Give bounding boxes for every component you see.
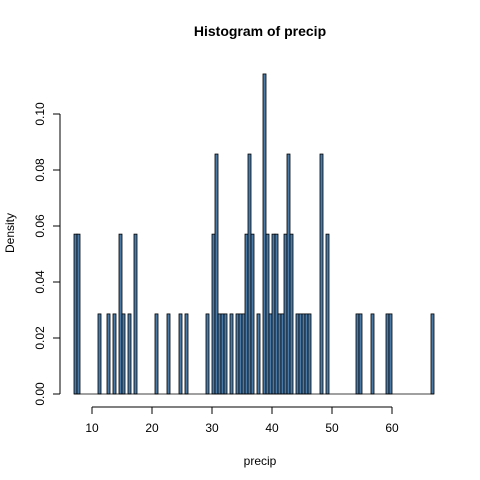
histogram-bar <box>277 313 282 395</box>
y-axis-label: Density <box>3 213 17 253</box>
y-tick-label: 0.10 <box>33 102 47 126</box>
bars-group <box>73 73 435 395</box>
histogram-bar <box>283 233 288 395</box>
histogram-bar <box>238 313 243 395</box>
histogram-bar <box>241 313 246 395</box>
histogram-bar <box>118 233 123 395</box>
histogram-bar <box>205 313 210 395</box>
histogram-bar <box>76 233 81 395</box>
histogram-bar <box>304 313 309 395</box>
histogram-bar <box>268 313 273 395</box>
histogram-bar <box>229 313 234 395</box>
histogram-bar <box>223 313 228 395</box>
histogram-bar <box>358 313 363 395</box>
y-axis: 0.00 0.02 0.04 0.06 0.08 0.10 <box>33 102 61 406</box>
histogram-bar <box>430 313 435 395</box>
y-tick-label: 0.06 <box>33 214 47 238</box>
histogram-bar <box>298 313 303 395</box>
x-tick-label: 60 <box>385 421 399 435</box>
histogram-bar <box>235 313 240 395</box>
histogram-bar <box>184 313 189 395</box>
chart-title: Histogram of precip <box>194 23 326 39</box>
histogram-bar <box>73 233 78 395</box>
x-tick-label: 10 <box>85 421 99 435</box>
histogram-bar <box>256 313 261 395</box>
histogram-bar <box>295 313 300 395</box>
histogram-bar <box>355 313 360 395</box>
histogram-bar <box>265 233 270 395</box>
x-tick-label: 40 <box>265 421 279 435</box>
histogram-bar <box>319 153 324 395</box>
histogram-bar <box>244 233 249 395</box>
histogram-bar <box>121 313 126 395</box>
y-tick-label: 0.04 <box>33 270 47 294</box>
histogram-bar <box>289 233 294 395</box>
y-tick-label: 0.00 <box>33 382 47 406</box>
histogram-bar <box>214 153 219 395</box>
histogram-bar <box>370 313 375 395</box>
histogram-bar <box>217 313 222 395</box>
histogram-bar <box>280 313 285 395</box>
x-axis: 10 20 30 40 50 60 <box>85 406 399 435</box>
histogram-bar <box>112 313 117 395</box>
histogram-bar <box>247 153 252 395</box>
y-tick-label: 0.02 <box>33 326 47 350</box>
histogram-bar <box>166 313 171 395</box>
histogram-bar <box>133 233 138 395</box>
histogram-bar <box>178 313 183 395</box>
histogram-bar <box>154 313 159 395</box>
x-tick-label: 50 <box>325 421 339 435</box>
histogram-bar <box>325 233 330 395</box>
y-tick-label: 0.08 <box>33 158 47 182</box>
histogram-bar <box>127 313 132 395</box>
histogram-bar <box>271 233 276 395</box>
histogram-bar <box>97 313 102 395</box>
histogram-bar <box>274 233 279 395</box>
histogram-bar <box>220 313 225 395</box>
x-tick-label: 30 <box>205 421 219 435</box>
histogram-bar <box>250 233 255 395</box>
histogram-bar <box>286 153 291 395</box>
x-tick-label: 20 <box>145 421 159 435</box>
histogram-bar <box>301 313 306 395</box>
histogram-bar <box>262 73 267 395</box>
x-axis-label: precip <box>244 454 277 468</box>
histogram-bar <box>388 313 393 395</box>
histogram-bar <box>307 313 312 395</box>
histogram-bar <box>106 313 111 395</box>
histogram-bar <box>385 313 390 395</box>
histogram-bar <box>211 233 216 395</box>
